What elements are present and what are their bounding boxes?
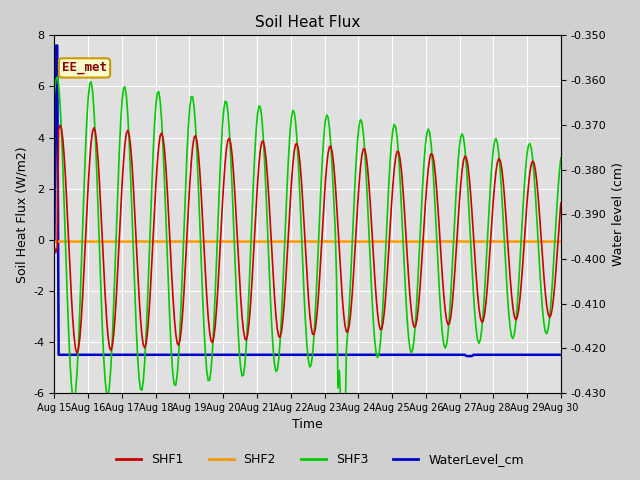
X-axis label: Time: Time — [292, 419, 323, 432]
Legend: SHF1, SHF2, SHF3, WaterLevel_cm: SHF1, SHF2, SHF3, WaterLevel_cm — [111, 448, 529, 471]
Title: Soil Heat Flux: Soil Heat Flux — [255, 15, 360, 30]
Y-axis label: Water level (cm): Water level (cm) — [612, 162, 625, 266]
Y-axis label: Soil Heat Flux (W/m2): Soil Heat Flux (W/m2) — [15, 146, 28, 283]
Text: EE_met: EE_met — [62, 61, 107, 74]
